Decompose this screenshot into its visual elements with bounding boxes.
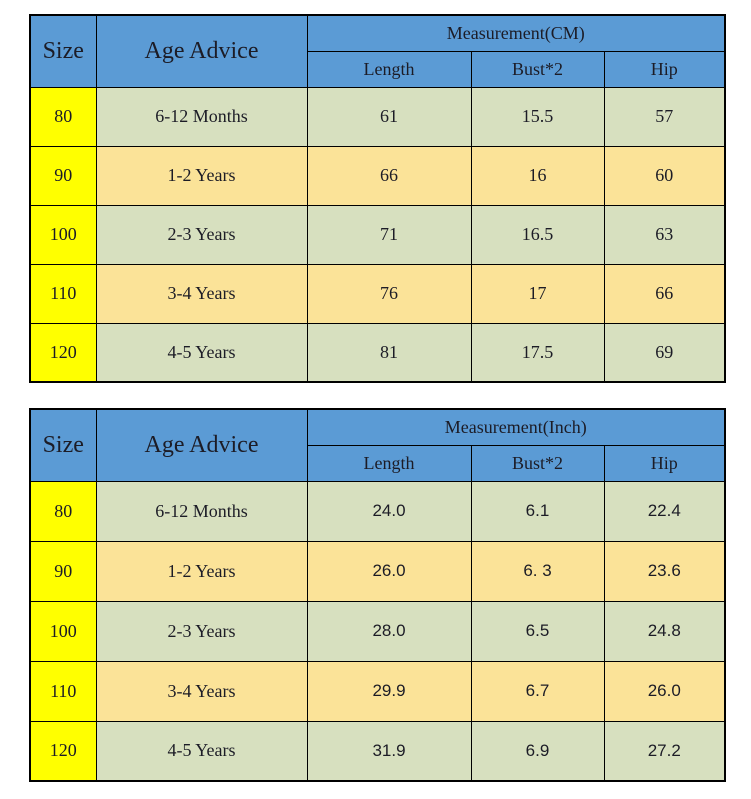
hip-cell: 22.4	[603, 480, 726, 542]
age-cell: 4-5 Years	[95, 322, 308, 383]
bust-cell: 15.5	[470, 86, 605, 147]
age-advice-column-header: Age Advice	[95, 408, 308, 482]
length-cell: 28.0	[306, 600, 472, 662]
bust-cell: 6.1	[470, 480, 605, 542]
hip-cell: 57	[603, 86, 726, 147]
length-cell: 76	[306, 263, 472, 324]
length-cell: 26.0	[306, 540, 472, 602]
bust-cell: 16	[470, 145, 605, 206]
age-cell: 4-5 Years	[95, 720, 308, 782]
bust-column-header: Bust*2	[470, 50, 605, 88]
table-row: 80 6-12 Months 24.0 6.1 22.4	[29, 480, 726, 542]
bust-cell: 16.5	[470, 204, 605, 265]
size-table-cm: Size Age Advice Measurement(CM) Length B…	[29, 14, 727, 383]
bust-cell: 6.9	[470, 720, 605, 782]
length-cell: 31.9	[306, 720, 472, 782]
size-cell: 80	[29, 86, 97, 147]
hip-cell: 27.2	[603, 720, 726, 782]
size-cell: 120	[29, 322, 97, 383]
age-cell: 3-4 Years	[95, 660, 308, 722]
bust-cell: 6.5	[470, 600, 605, 662]
table-row: 100 2-3 Years 71 16.5 63	[29, 204, 726, 265]
bust-cell: 17	[470, 263, 605, 324]
age-cell: 2-3 Years	[95, 600, 308, 662]
table-row: 100 2-3 Years 28.0 6.5 24.8	[29, 600, 726, 662]
table-gap	[29, 383, 751, 408]
table-row: 110 3-4 Years 29.9 6.7 26.0	[29, 660, 726, 722]
size-column-header: Size	[29, 14, 97, 88]
hip-cell: 26.0	[603, 660, 726, 722]
hip-cell: 69	[603, 322, 726, 383]
size-cell: 90	[29, 145, 97, 206]
hip-cell: 24.8	[603, 600, 726, 662]
length-column-header: Length	[306, 50, 472, 88]
age-advice-column-header: Age Advice	[95, 14, 308, 88]
length-cell: 66	[306, 145, 472, 206]
age-cell: 6-12 Months	[95, 86, 308, 147]
length-cell: 29.9	[306, 660, 472, 722]
measurement-cm-header: Measurement(CM)	[306, 14, 726, 52]
size-cell: 120	[29, 720, 97, 782]
length-cell: 61	[306, 86, 472, 147]
size-table-inch: Size Age Advice Measurement(Inch) Length…	[29, 408, 726, 782]
length-column-header: Length	[306, 444, 472, 482]
measurement-inch-header: Measurement(Inch)	[306, 408, 726, 446]
bust-cell: 17.5	[470, 322, 605, 383]
age-cell: 1-2 Years	[95, 145, 308, 206]
hip-column-header: Hip	[603, 444, 726, 482]
size-cell: 110	[29, 263, 97, 324]
table-row: 80 6-12 Months 61 15.5 57	[29, 86, 726, 147]
age-cell: 3-4 Years	[95, 263, 308, 324]
length-cell: 81	[306, 322, 472, 383]
hip-cell: 66	[603, 263, 726, 324]
age-cell: 6-12 Months	[95, 480, 308, 542]
hip-column-header: Hip	[603, 50, 726, 88]
hip-cell: 23.6	[603, 540, 726, 602]
size-cell: 90	[29, 540, 97, 602]
bust-column-header: Bust*2	[470, 444, 605, 482]
header-row-top-inch: Size Age Advice Measurement(Inch)	[29, 408, 726, 482]
size-chart-page: Size Age Advice Measurement(CM) Length B…	[29, 14, 751, 782]
header-row-top-cm: Size Age Advice Measurement(CM)	[29, 14, 726, 88]
table-row: 90 1-2 Years 26.0 6. 3 23.6	[29, 540, 726, 602]
hip-cell: 60	[603, 145, 726, 206]
header-row-sub-cm: Length Bust*2 Hip	[30, 50, 726, 88]
header-row-sub-inch: Length Bust*2 Hip	[30, 444, 726, 482]
bust-cell: 6. 3	[470, 540, 605, 602]
size-cell: 100	[29, 204, 97, 265]
age-cell: 1-2 Years	[95, 540, 308, 602]
length-cell: 71	[306, 204, 472, 265]
hip-cell: 63	[603, 204, 726, 265]
bust-cell: 6.7	[470, 660, 605, 722]
table-row: 110 3-4 Years 76 17 66	[29, 263, 726, 324]
age-cell: 2-3 Years	[95, 204, 308, 265]
size-cell: 80	[29, 480, 97, 542]
size-cell: 100	[29, 600, 97, 662]
table-row: 90 1-2 Years 66 16 60	[29, 145, 726, 206]
size-cell: 110	[29, 660, 97, 722]
size-column-header: Size	[29, 408, 97, 482]
table-row: 120 4-5 Years 81 17.5 69	[29, 322, 726, 383]
length-cell: 24.0	[306, 480, 472, 542]
table-row: 120 4-5 Years 31.9 6.9 27.2	[29, 720, 726, 782]
